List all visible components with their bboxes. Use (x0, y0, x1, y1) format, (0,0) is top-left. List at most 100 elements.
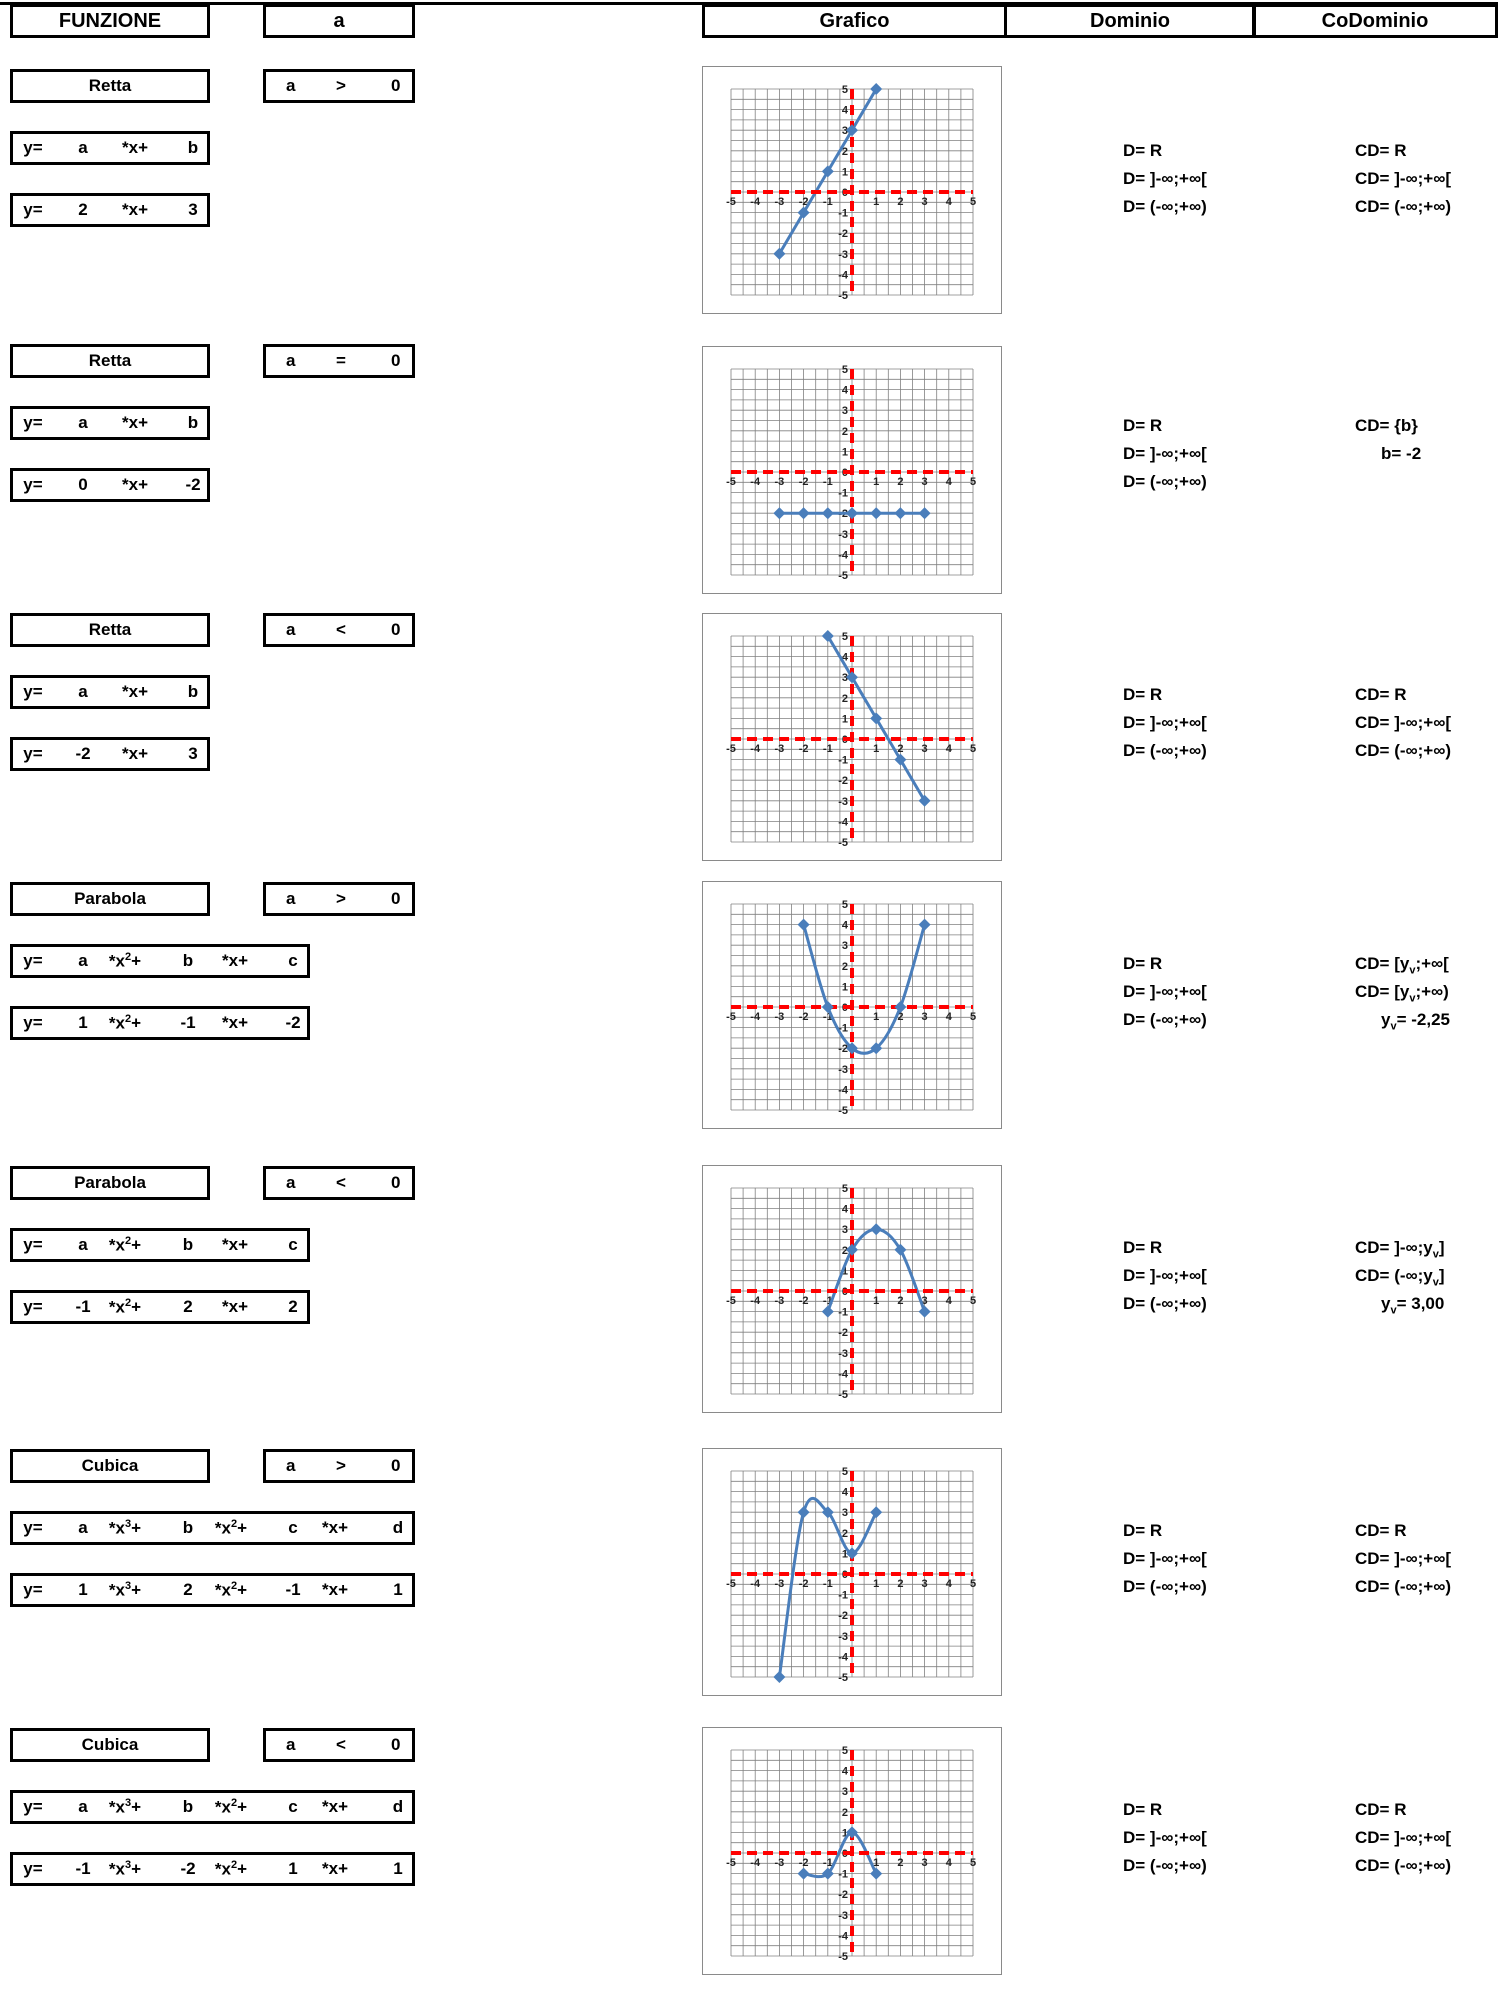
x-tick-label: 5 (970, 743, 976, 755)
y-tick-label: 1 (842, 166, 848, 178)
function-type-label: Cubica (10, 1728, 210, 1762)
formula-token: y= (23, 1297, 43, 1316)
y-tick-label: 4 (842, 1487, 849, 1499)
condition-part: a (286, 1456, 296, 1475)
domain-text: D= (-∞;+∞) (1123, 1294, 1207, 1313)
generic-formula: y= a *x+ b (10, 131, 210, 165)
x-tick-label: -1 (823, 743, 833, 755)
y-tick-label: 3 (842, 405, 848, 417)
data-point (870, 83, 883, 95)
domain-text: D= R (1123, 416, 1163, 435)
formula-token: *x+ (122, 682, 148, 701)
formula-token: -1 (180, 1013, 196, 1032)
generic-formula: y= a *x3+ b *x2+ c *x+ d (10, 1511, 415, 1545)
formula-token: d (392, 1518, 404, 1537)
generic-formula: y= a *x2+ b *x+ c (10, 1228, 310, 1262)
data-point (870, 1867, 883, 1880)
domain-text: D= ]-∞;+∞[ (1123, 1828, 1207, 1847)
formula-token: d (392, 1797, 404, 1816)
x-tick-label: 1 (873, 1578, 879, 1590)
data-point (821, 630, 834, 642)
formula-token: b (187, 138, 199, 157)
y-tick-label: -4 (838, 269, 849, 281)
formula-token: 2 (288, 1297, 298, 1316)
chart-frame: -5-5-4-4-3-3-2-2-1-101122334455 (702, 346, 1002, 594)
x-tick-label: 5 (970, 1011, 976, 1023)
y-tick-label: 4 (842, 920, 849, 932)
domain-text: D= (-∞;+∞) (1123, 197, 1207, 216)
formula-token: a (78, 1518, 88, 1537)
chart-frame: -5-5-4-4-3-3-2-2-1-101122334455 (702, 881, 1002, 1129)
formula-token: y= (23, 1013, 43, 1032)
domain-text: D= ]-∞;+∞[ (1123, 713, 1207, 732)
y-tick-label: -4 (838, 549, 849, 561)
formula-token: *x+ (122, 138, 148, 157)
codomain-text: CD= (-∞;+∞) (1355, 1856, 1452, 1875)
condition-part: 0 (391, 76, 401, 95)
function-chart: -5-5-4-4-3-3-2-2-1-101122334455 (726, 1466, 976, 1684)
y-tick-label: -1 (838, 488, 848, 500)
data-point (870, 1042, 883, 1055)
y-tick-label: 4 (842, 1204, 849, 1216)
instance-formula: y= 2 *x+ 3 (10, 193, 210, 227)
function-type-text: Retta (88, 76, 132, 95)
header-dominio-text: Dominio (1090, 9, 1170, 32)
y-tick-label: 2 (842, 1807, 848, 1819)
series-line (802, 924, 927, 1055)
data-point (894, 1243, 907, 1256)
x-tick-label: -1 (823, 1295, 833, 1307)
formula-token: *x+ (322, 1518, 348, 1537)
condition-box: a <0 (263, 1166, 415, 1200)
codomain-text: CD= R (1355, 685, 1407, 704)
y-tick-label: 2 (842, 146, 848, 158)
y-tick-label: -5 (838, 570, 848, 582)
formula-token: 1 (393, 1580, 403, 1599)
series-line (777, 1496, 878, 1678)
condition-part: a (286, 1173, 296, 1192)
formula-token: *x2+ (108, 1296, 142, 1317)
header-codominio-text: CoDominio (1321, 9, 1429, 32)
x-tick-label: 4 (946, 1295, 953, 1307)
condition-box: a >0 (263, 1449, 415, 1483)
x-tick-label: -2 (799, 1578, 809, 1590)
formula-token: b (187, 682, 199, 701)
x-tick-label: 2 (897, 1011, 903, 1023)
condition-part: 0 (391, 351, 401, 370)
x-tick-label: -2 (799, 1011, 809, 1023)
data-point (821, 1867, 834, 1880)
x-tick-label: 4 (946, 1857, 953, 1869)
function-section: Retta a >0 y= a *x+ b y= 2 *x+ 3 D= R CD= R D= ]-∞;+∞… (0, 69, 1498, 354)
y-tick-label: 5 (842, 84, 848, 96)
y-tick-label: 3 (842, 125, 848, 137)
formula-token: *x2+ (108, 1234, 142, 1255)
function-section: Parabola a <0 y= a *x2+ b *x+ c y= -1 *x2+ 2 *x+ 2 D= R… (0, 1166, 1498, 1451)
formula-token: 1 (393, 1859, 403, 1878)
chart-frame: -5-5-4-4-3-3-2-2-1-101122334455 (702, 1165, 1002, 1413)
codomain-text: CD= ]-∞;yv] (1355, 1238, 1445, 1261)
y-tick-label: -1 (838, 1023, 848, 1035)
y-tick-label: -3 (838, 796, 848, 808)
y-tick-label: -4 (838, 1651, 849, 1663)
y-tick-label: 2 (842, 426, 848, 438)
formula-token: *x3+ (108, 1858, 142, 1879)
y-tick-label: -4 (838, 1930, 849, 1942)
y-tick-label: 1 (842, 1827, 848, 1839)
data-point (894, 753, 907, 766)
y-tick-label: 1 (842, 1265, 848, 1277)
formula-token: c (288, 1518, 298, 1537)
x-tick-label: -1 (823, 476, 833, 488)
x-tick-label: 3 (922, 476, 928, 488)
condition-part: 0 (391, 889, 401, 908)
y-tick-label: -2 (838, 775, 848, 787)
y-tick-label: -2 (838, 1610, 848, 1622)
function-chart: -5-5-4-4-3-3-2-2-1-101122334455 (726, 83, 976, 302)
formula-token: 1 (78, 1013, 88, 1032)
data-point (894, 507, 907, 520)
formula-token: c (288, 1797, 298, 1816)
y-tick-label: 5 (842, 1183, 848, 1195)
formula-token: *x2+ (108, 950, 142, 971)
x-tick-label: 1 (873, 1011, 879, 1023)
domain-text: D= R (1123, 1238, 1163, 1257)
data-point (918, 918, 931, 931)
domain-text: D= R (1123, 141, 1163, 160)
